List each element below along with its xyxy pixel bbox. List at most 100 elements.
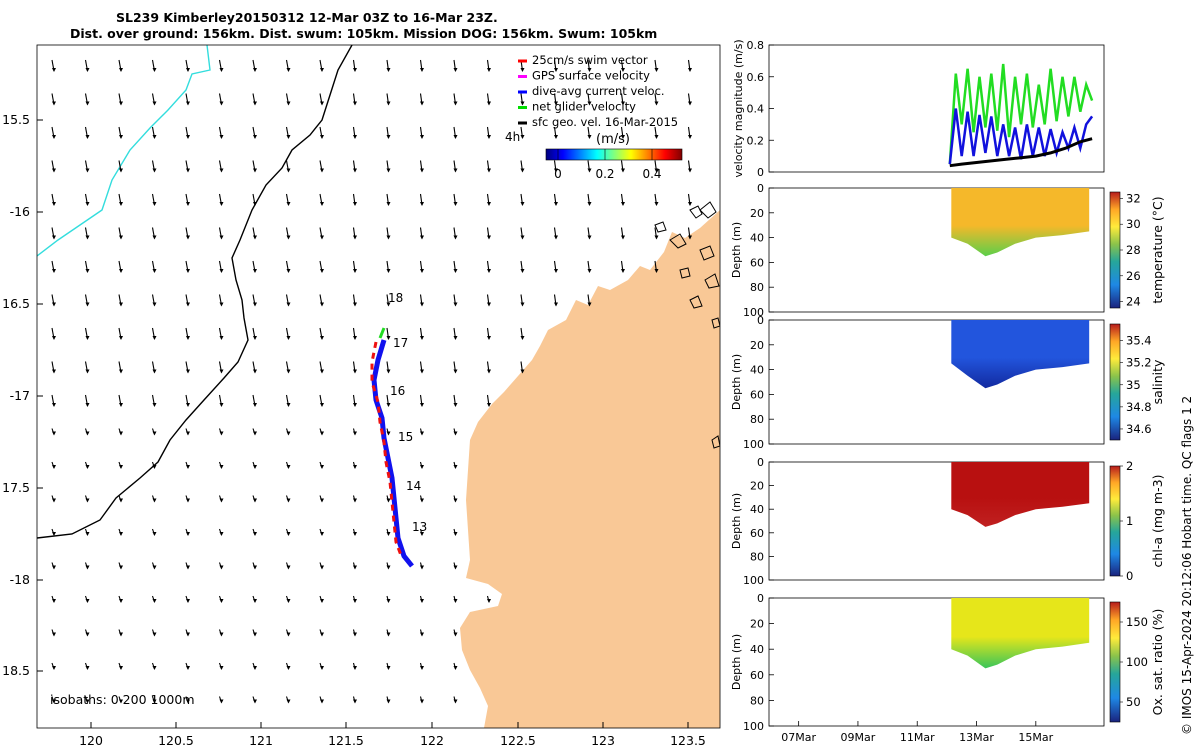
depth-tick-label: 0: [757, 182, 764, 195]
current-arrow-head: [52, 302, 56, 307]
current-arrow-head: [688, 68, 692, 72]
current-arrow-head: [286, 369, 291, 374]
current-arrow-head: [320, 699, 324, 704]
legend-label: GPS surface velocity: [532, 69, 650, 83]
day-label: 14: [406, 479, 421, 493]
current-arrow-head: [219, 302, 224, 307]
current-arrow-head: [186, 135, 190, 139]
current-arrow-head: [85, 465, 90, 469]
profile-colorbar-tick-label: 32: [1126, 191, 1141, 205]
depth-tick-label: 20: [750, 618, 764, 631]
lat-tick-label: -18: [10, 572, 30, 587]
current-arrow-head: [587, 135, 592, 139]
current-arrow-head: [152, 336, 157, 340]
current-arrow-head: [85, 599, 90, 603]
current-arrow-head: [85, 431, 90, 436]
current-arrow-head: [621, 101, 625, 106]
current-arrow-head: [487, 369, 491, 374]
current-arrow-head: [320, 465, 324, 469]
current-arrow-head: [353, 302, 357, 307]
current-arrow-head: [688, 135, 692, 139]
depth-axis-label: Depth (m): [730, 493, 743, 549]
current-arrow-head: [52, 599, 56, 603]
depth-tick-label: 80: [750, 413, 764, 426]
current-arrow-head: [152, 68, 157, 72]
current-arrow-head: [219, 101, 224, 106]
current-arrow-head: [487, 269, 491, 273]
current-arrow-head: [654, 202, 659, 206]
current-arrow-head: [520, 302, 525, 307]
current-arrow-head: [453, 269, 458, 273]
current-arrow-head: [453, 68, 458, 72]
current-arrow-head: [453, 532, 458, 536]
current-arrow-head: [453, 302, 458, 307]
colorbar-title: (m/s): [596, 132, 630, 147]
day-markers: 18 17 16 15 14 13: [388, 291, 427, 534]
current-arrow-head: [186, 202, 190, 206]
depth-tick-label: 0: [757, 592, 764, 605]
surface-current-vectors: [51, 59, 692, 704]
current-arrow-head: [219, 68, 224, 72]
current-arrow-head: [353, 135, 357, 139]
current-arrow-head: [152, 699, 157, 704]
current-arrow-head: [654, 269, 659, 273]
current-arrow-head: [52, 369, 56, 374]
current-arrow-head: [152, 465, 157, 469]
lon-tick-label: 121: [249, 733, 273, 748]
current-arrow-head: [320, 269, 324, 273]
current-arrow-head: [52, 632, 56, 637]
glider-track-blue: [371, 339, 414, 568]
speed-colorbar: [545, 148, 683, 161]
current-arrow-head: [253, 135, 257, 139]
current-arrow-head: [286, 465, 291, 469]
current-arrow-head: [253, 269, 257, 273]
current-arrow-head: [353, 465, 357, 469]
current-arrow-head: [85, 269, 90, 273]
current-arrow-head: [487, 101, 491, 106]
current-arrow-head: [219, 168, 224, 173]
current-arrow-head: [654, 68, 659, 72]
current-arrow-head: [253, 565, 257, 570]
date-tick-label: 11Mar: [900, 731, 935, 744]
current-arrow-head: [119, 369, 123, 374]
current-arrow-head: [186, 431, 190, 436]
current-arrow-head: [453, 699, 458, 704]
current-arrow-head: [386, 632, 391, 637]
current-arrow-head: [520, 101, 525, 106]
colorbar-ticks: 0 0.2 0.4: [554, 149, 662, 181]
current-arrow-head: [52, 336, 56, 340]
profile-colorbar-tick-label: 150: [1126, 615, 1148, 629]
current-arrow-head: [386, 202, 391, 206]
current-arrow-head: [420, 168, 424, 173]
current-arrow-head: [119, 431, 123, 436]
current-arrow-head: [654, 235, 659, 240]
current-arrow-head: [420, 269, 424, 273]
isobath-1000m: [37, 45, 353, 539]
current-arrow-head: [286, 403, 291, 407]
current-arrow-head: [52, 532, 56, 536]
lat-tick-label: 18.5: [2, 663, 30, 678]
current-arrow-head: [621, 269, 625, 273]
glider-track-green: [378, 327, 386, 339]
colorbar-tick-label: 0: [554, 167, 562, 181]
current-arrow-head: [386, 599, 391, 603]
depth-axis-label: Depth (m): [730, 222, 743, 278]
current-arrow-head: [520, 168, 525, 173]
current-arrow-head: [320, 168, 324, 173]
current-arrow-head: [453, 632, 458, 637]
current-arrow-head: [320, 202, 324, 206]
current-arrow-head: [219, 269, 224, 273]
current-arrow-head: [587, 269, 592, 273]
current-arrow-head: [320, 235, 324, 240]
current-arrow-head: [152, 202, 157, 206]
current-arrow-head: [186, 336, 190, 340]
current-arrow-head: [186, 369, 190, 374]
current-arrow-head: [85, 101, 90, 106]
profile-data-area: [951, 188, 1090, 257]
current-arrow-head: [286, 666, 291, 670]
map-axis-ticks: 120 120.5 121 121.5 122 122.5 123 123.5 15.5 -16 1…: [2, 112, 706, 748]
current-arrow-head: [152, 532, 157, 536]
depth-tick-label: 60: [750, 256, 764, 269]
current-arrow-head: [253, 235, 257, 240]
